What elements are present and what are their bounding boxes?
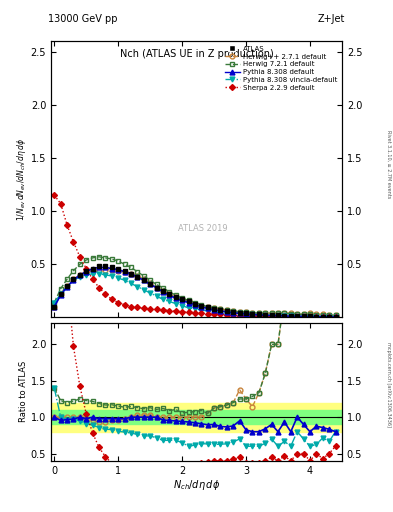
Text: 13000 GeV pp: 13000 GeV pp: [48, 14, 118, 25]
Text: Z+Jet: Z+Jet: [318, 14, 345, 25]
Y-axis label: Ratio to ATLAS: Ratio to ATLAS: [19, 361, 28, 422]
Legend: ATLAS, Herwig++ 2.7.1 default, Herwig 7.2.1 default, Pythia 8.308 default, Pythi: ATLAS, Herwig++ 2.7.1 default, Herwig 7.…: [223, 45, 338, 92]
X-axis label: $N_{ch}/d\eta\,d\phi$: $N_{ch}/d\eta\,d\phi$: [173, 478, 220, 493]
Text: Rivet 3.1.10, ≥ 2.7M events: Rivet 3.1.10, ≥ 2.7M events: [386, 130, 391, 198]
Text: mcplots.cern.ch [arXiv:1306.3436]: mcplots.cern.ch [arXiv:1306.3436]: [386, 342, 391, 426]
Text: Nch (ATLAS UE in Z production): Nch (ATLAS UE in Z production): [119, 49, 274, 59]
Text: ATLAS 2019: ATLAS 2019: [178, 224, 227, 233]
Y-axis label: $1/N_{ev}\,dN_{ev}/dN_{ch}/d\eta\,d\phi$: $1/N_{ev}\,dN_{ev}/dN_{ch}/d\eta\,d\phi$: [15, 138, 28, 221]
